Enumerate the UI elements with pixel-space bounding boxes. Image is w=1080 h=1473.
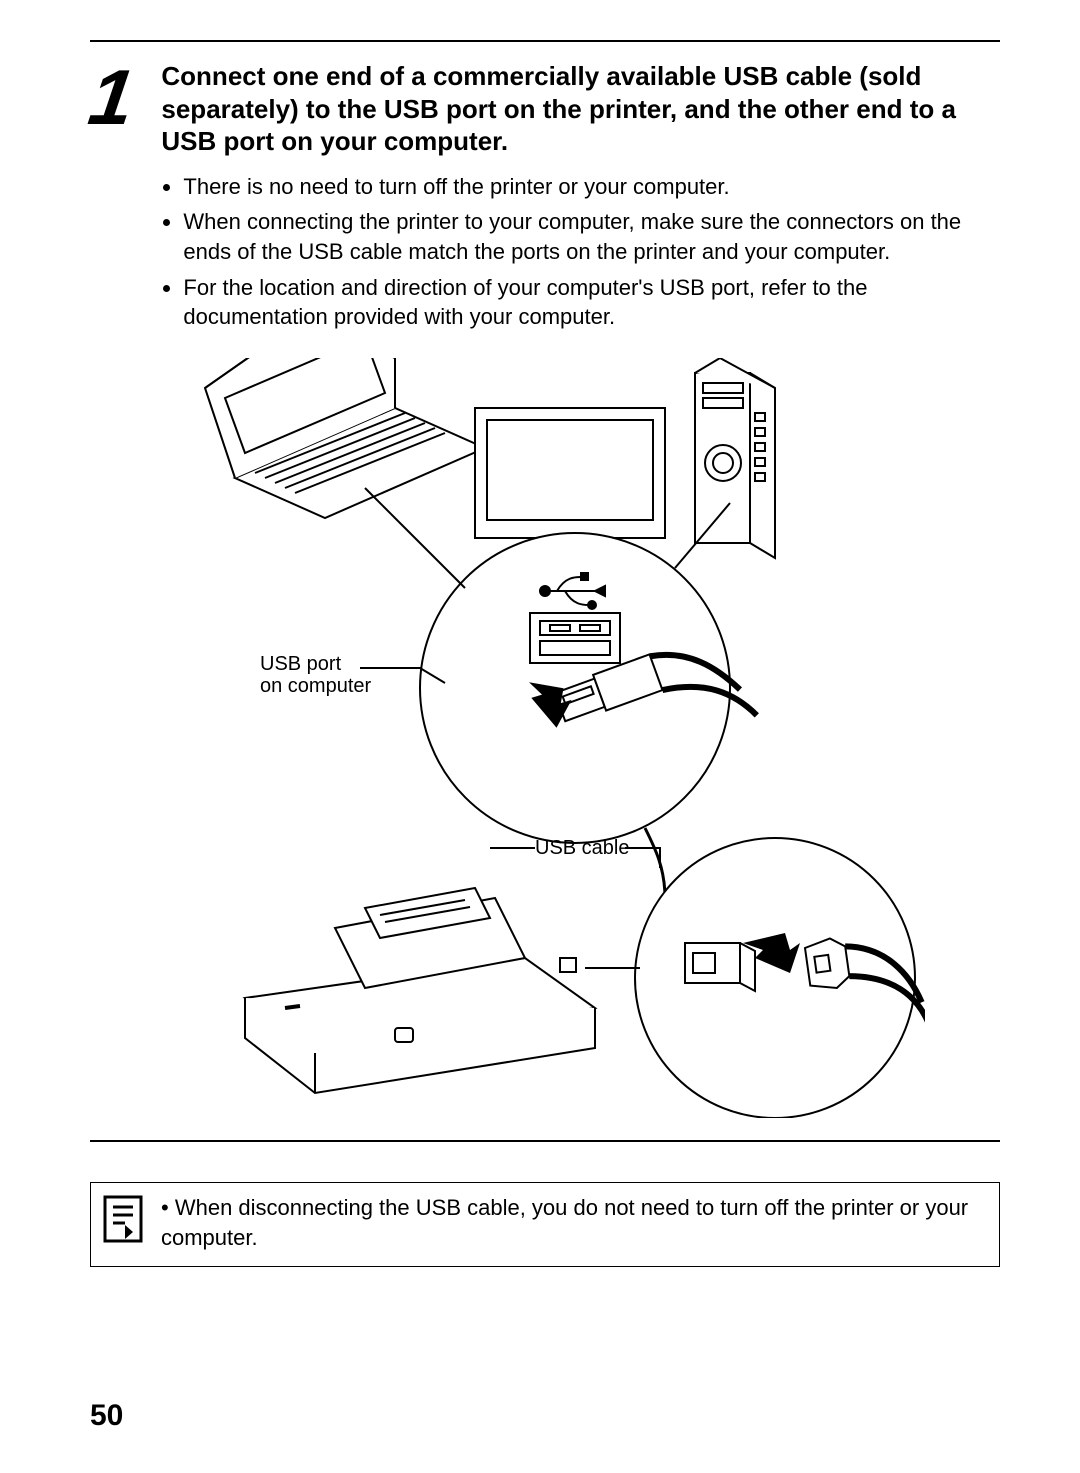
usb-port-label-line1: USB port	[260, 653, 342, 675]
step-number: 1	[86, 66, 138, 128]
note-text: When disconnecting the USB cable, you do…	[161, 1193, 983, 1252]
leader-line	[365, 488, 465, 588]
bullet-item: For the location and direction of your c…	[183, 273, 1000, 332]
usb-port-label-line2: on computer	[260, 675, 372, 697]
usb-port-icon	[530, 613, 620, 663]
cable-line	[645, 828, 665, 898]
printer-side-port-icon	[560, 958, 576, 972]
step-title: Connect one end of a commercially availa…	[161, 60, 1000, 158]
diagram-svg: USB port on computer USB cable	[165, 358, 925, 1118]
bottom-rule	[90, 1140, 1000, 1142]
top-rule	[90, 40, 1000, 42]
bullet-item: There is no need to turn off the printer…	[183, 172, 1000, 202]
note-box: When disconnecting the USB cable, you do…	[90, 1182, 1000, 1267]
laptop-icon	[205, 358, 485, 518]
note-icon	[103, 1195, 143, 1243]
usb-cable-label: USB cable	[535, 837, 630, 859]
desktop-tower-icon	[695, 358, 775, 558]
printer-icon	[245, 888, 595, 1093]
page-number: 50	[90, 1399, 123, 1433]
step-bullets: There is no need to turn off the printer…	[161, 172, 1000, 332]
bullet-item: When connecting the printer to your comp…	[183, 207, 1000, 266]
page: 1 Connect one end of a commercially avai…	[0, 0, 1080, 1473]
step-body: Connect one end of a commercially availa…	[161, 60, 1000, 338]
step-block: 1 Connect one end of a commercially avai…	[90, 60, 1000, 338]
connection-diagram: USB port on computer USB cable	[165, 358, 925, 1118]
